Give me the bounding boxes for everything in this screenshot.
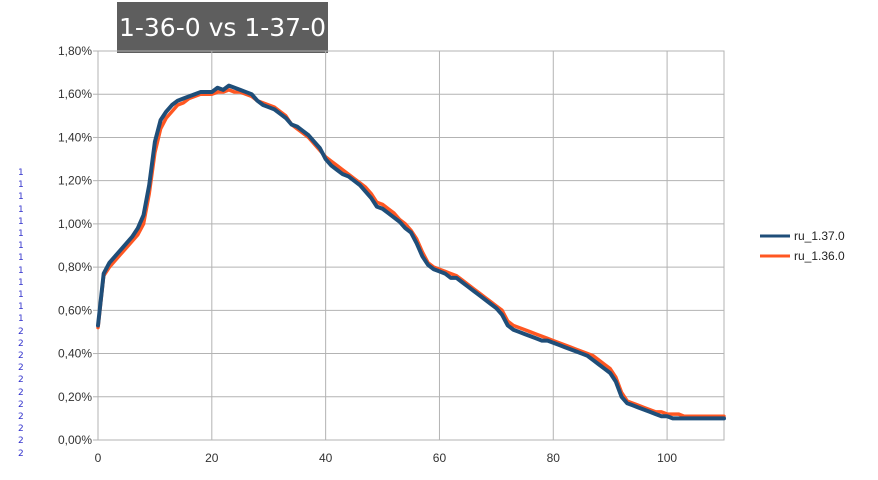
- y-tick-label: 0,40%: [58, 347, 92, 361]
- side-mark: 2: [18, 326, 24, 337]
- side-mark: 1: [18, 192, 24, 203]
- y-tick-label: 0,80%: [58, 260, 92, 274]
- side-mark: 2: [18, 363, 24, 374]
- x-tick-label: 0: [95, 451, 102, 465]
- x-tick-label: 40: [319, 451, 333, 465]
- side-mark: 1: [18, 277, 24, 288]
- side-mark: 2: [18, 375, 24, 386]
- y-tick-label: 1,60%: [58, 87, 92, 101]
- series-line-ru-1-37-0: [96, 83, 726, 421]
- series-line-ru-1-36-0: [96, 88, 726, 418]
- x-tick-label: 20: [205, 451, 219, 465]
- side-mark: 2: [18, 338, 24, 349]
- side-mark: 2: [18, 412, 24, 423]
- side-mark: 1: [18, 314, 24, 325]
- x-tick-label: 60: [433, 451, 447, 465]
- y-tick-label: 0,20%: [58, 390, 92, 404]
- side-mark: 2: [18, 436, 24, 447]
- x-tick-label: 100: [657, 451, 677, 465]
- side-mark: 2: [18, 387, 24, 398]
- side-mark: 1: [18, 265, 24, 276]
- side-mark: 1: [18, 241, 24, 252]
- side-mark: 1: [18, 302, 24, 313]
- y-tick-label: 1,80%: [58, 44, 92, 58]
- side-mark: 1: [18, 168, 24, 178]
- plot-area: [97, 50, 725, 441]
- y-tick-label: 0,60%: [58, 303, 92, 317]
- side-mark: 2: [18, 351, 24, 362]
- x-tick-label: 80: [547, 451, 561, 465]
- side-mark: 1: [18, 180, 24, 191]
- y-tick-label: 1,00%: [58, 217, 92, 231]
- y-tick-label: 1,40%: [58, 130, 92, 144]
- legend-label: ru_1.37.0: [794, 229, 845, 243]
- chart-title: 1-36-0 vs 1-37-0: [117, 2, 328, 53]
- side-mark: 2: [18, 399, 24, 410]
- side-mark: 2: [18, 448, 24, 459]
- side-mark: 1: [18, 216, 24, 227]
- legend-label: ru_1.36.0: [794, 249, 845, 263]
- side-mark: 1: [18, 229, 24, 240]
- y-tick-label: 1,20%: [58, 174, 92, 188]
- side-mark: 2: [18, 424, 24, 435]
- side-mark: 1: [18, 204, 24, 215]
- y-tick-label: 0,00%: [58, 433, 92, 447]
- side-mark: 1: [18, 290, 24, 301]
- side-mark: 1: [18, 253, 24, 264]
